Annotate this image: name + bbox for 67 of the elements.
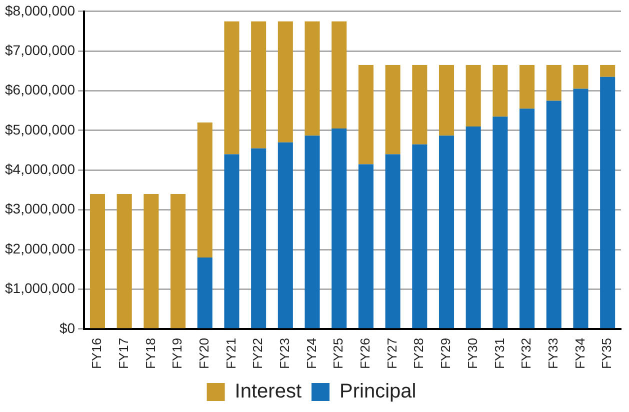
bar <box>251 21 266 148</box>
x-tick-label: FY17 <box>116 338 131 370</box>
y-tick-label: $5,000,000 <box>4 121 76 138</box>
x-tick-label: FY30 <box>464 338 480 370</box>
bar <box>412 64 428 144</box>
x-tick-label: FY16 <box>89 338 104 370</box>
x-tick-label: FY28 <box>411 338 426 370</box>
bar <box>224 154 240 328</box>
bar <box>170 194 186 328</box>
bar <box>492 64 508 117</box>
bar <box>304 21 320 136</box>
bar <box>332 21 347 128</box>
y-tick-label: $8,000,000 <box>4 2 76 18</box>
bar <box>251 148 266 328</box>
bar <box>412 144 428 328</box>
bar <box>197 122 212 258</box>
x-tick-label: FY29 <box>438 338 454 370</box>
x-tick-label: FY20 <box>196 338 212 370</box>
x-tick-label: FY21 <box>223 338 238 370</box>
bar <box>466 64 481 127</box>
x-tick-label: FY18 <box>142 338 158 370</box>
legend-label: Interest <box>234 380 302 403</box>
bar <box>358 64 374 164</box>
bar <box>573 64 588 89</box>
bar <box>600 76 616 328</box>
y-tick-label: $2,000,000 <box>4 240 76 256</box>
bar <box>278 21 293 142</box>
y-tick-label: $7,000,000 <box>4 42 76 58</box>
bar <box>278 142 293 328</box>
y-tick-label: $1,000,000 <box>4 280 76 296</box>
x-tick-label: FY24 <box>304 338 319 370</box>
x-tick-label: FY25 <box>330 338 346 370</box>
bar <box>385 64 400 154</box>
x-tick-label: FY19 <box>170 338 185 370</box>
y-tick-label: $0 <box>59 320 76 336</box>
bar <box>520 108 535 328</box>
x-tick-label: FY32 <box>518 338 534 370</box>
bar <box>224 21 240 154</box>
bar <box>144 194 159 328</box>
x-tick-label: FY35 <box>599 338 614 370</box>
x-tick-label: FY27 <box>384 338 400 370</box>
bar <box>438 64 454 136</box>
bar <box>520 64 535 109</box>
x-tick-label: FY22 <box>250 338 266 370</box>
x-tick-label: FY26 <box>358 338 373 370</box>
bar <box>197 257 212 328</box>
x-tick-label: FY33 <box>545 338 560 370</box>
bar <box>546 100 562 328</box>
legend-label: Principal <box>340 380 416 403</box>
bar <box>492 116 508 328</box>
bar <box>116 194 132 328</box>
x-tick-label: FY23 <box>276 338 292 370</box>
bar <box>90 194 106 328</box>
bar <box>304 136 320 328</box>
y-tick-label: $4,000,000 <box>4 161 76 178</box>
x-tick-label: FY31 <box>492 338 507 370</box>
bar <box>600 64 616 77</box>
bar <box>385 154 400 328</box>
bar <box>546 64 562 101</box>
bar <box>438 136 454 328</box>
y-tick-label: $3,000,000 <box>4 200 76 217</box>
x-tick-label: FY34 <box>572 338 588 370</box>
bar <box>332 128 347 328</box>
bar <box>358 164 374 328</box>
bar <box>573 88 588 328</box>
bar <box>466 126 481 328</box>
y-tick-label: $6,000,000 <box>4 82 76 98</box>
